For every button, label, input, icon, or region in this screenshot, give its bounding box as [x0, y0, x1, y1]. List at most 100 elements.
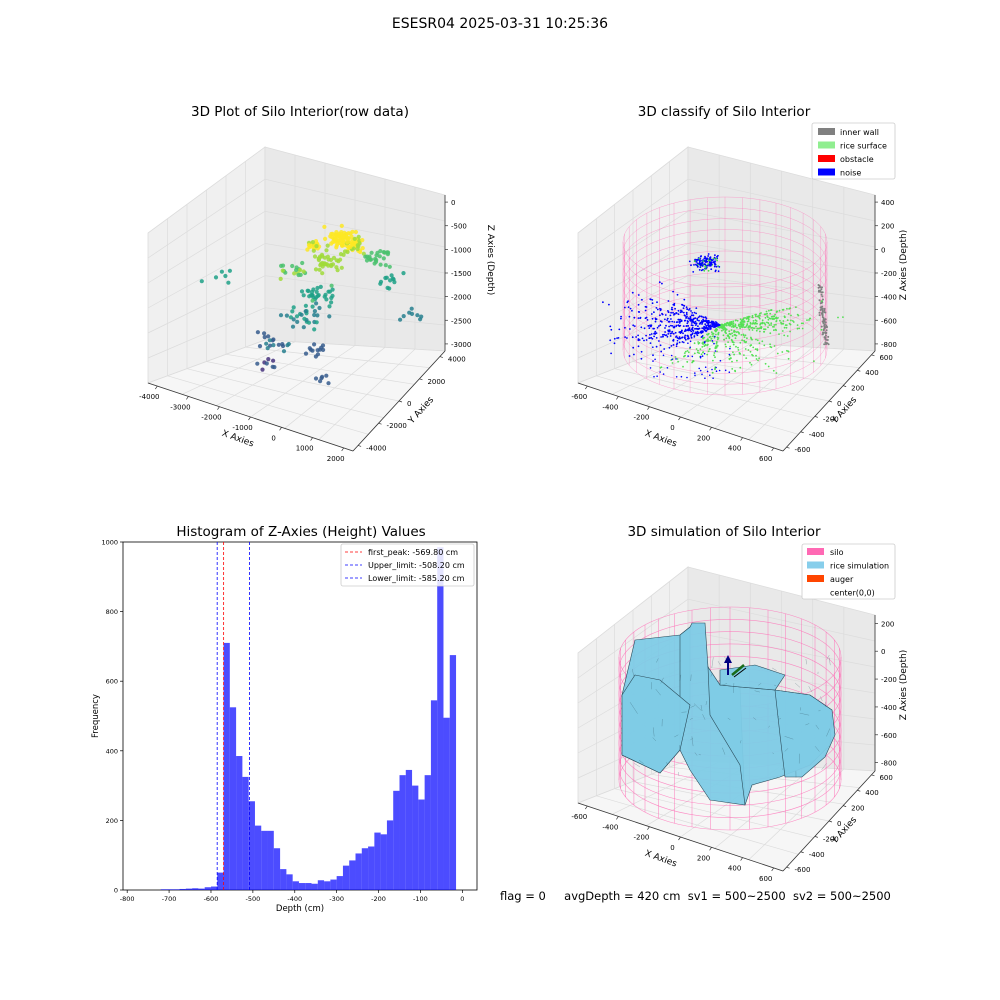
- noise-point: [666, 319, 668, 321]
- noise-point: [649, 324, 651, 327]
- rice-surface-point: [754, 348, 757, 350]
- noise-point: [661, 336, 664, 338]
- mesh-line: [754, 690, 760, 693]
- rice-surface-point: [674, 356, 677, 358]
- noise-point: [670, 311, 672, 314]
- y-tick-label: 400: [106, 747, 118, 755]
- legend-swatch: [818, 155, 835, 162]
- rice-surface-point: [703, 336, 706, 339]
- data-point: [325, 243, 330, 248]
- data-point: [356, 234, 361, 239]
- data-point: [267, 338, 272, 343]
- rice-surface-point: [732, 343, 735, 346]
- inner-wall-point: [820, 293, 823, 296]
- noise-point: [657, 325, 660, 327]
- noise-point: [661, 321, 663, 323]
- rice-surface-point: [732, 320, 735, 323]
- rice-surface-point: [789, 307, 791, 310]
- noise-point: [682, 325, 685, 327]
- x-tick: [585, 385, 588, 390]
- noise-point: [672, 338, 675, 341]
- grid-line: [318, 348, 416, 440]
- data-point: [281, 349, 287, 354]
- mesh-line: [690, 738, 693, 740]
- y-tick: [814, 416, 818, 418]
- noise-point: [667, 320, 670, 323]
- noise-point: [717, 270, 720, 273]
- noise-point: [687, 329, 690, 332]
- noise-point: [609, 339, 612, 342]
- noise-point: [686, 322, 689, 325]
- data-point: [324, 248, 329, 253]
- inner-wall-point: [821, 308, 824, 311]
- mesh-line: [656, 658, 659, 663]
- rice-surface-point: [731, 326, 733, 328]
- noise-point: [694, 258, 696, 261]
- rice-surface-point: [764, 328, 766, 331]
- noise-point: [672, 344, 675, 346]
- rice-surface-point: [728, 330, 731, 333]
- rice-surface-point: [739, 327, 741, 330]
- grid-line: [577, 178, 689, 259]
- histogram-bar: [361, 848, 369, 890]
- noise-point: [685, 306, 688, 309]
- legend-label: auger: [830, 575, 854, 584]
- noise-point: [705, 261, 707, 264]
- noise-point: [670, 354, 673, 357]
- data-point: [409, 311, 415, 316]
- noise-point: [700, 269, 703, 272]
- histogram-bar: [399, 775, 406, 890]
- inner-wall-point: [820, 288, 823, 291]
- rice-surface-point: [759, 330, 761, 333]
- noise-point: [633, 325, 636, 327]
- data-point: [398, 317, 403, 322]
- rice-surface-point: [744, 317, 746, 319]
- noise-point: [679, 311, 682, 314]
- data-point: [310, 298, 315, 303]
- axis-ticks: -600-400-2000200400600-600-400-200020040…: [571, 620, 897, 883]
- rice-surface-point: [734, 369, 736, 372]
- noise-point: [709, 328, 712, 330]
- inner-wall-point: [821, 320, 824, 323]
- mesh-line: [632, 668, 634, 676]
- data-point: [352, 236, 357, 241]
- noise-point: [690, 322, 693, 324]
- inner-wall-point: [827, 343, 830, 346]
- inner-wall-point: [823, 311, 826, 314]
- rice-surface-point: [763, 322, 766, 324]
- noise-point: [698, 262, 700, 265]
- mesh-line: [768, 725, 770, 728]
- data-point: [378, 249, 383, 254]
- noise-point: [685, 311, 688, 314]
- x-tick-label: 200: [697, 434, 710, 442]
- x-tick: [248, 416, 251, 421]
- rice-surface-point: [682, 365, 684, 368]
- noise-point: [696, 319, 699, 321]
- rice-surface-point: [749, 344, 752, 347]
- rice-surface-point: [752, 320, 755, 322]
- rice-surface-point: [789, 323, 792, 326]
- noise-point: [665, 324, 667, 327]
- rice-surface-point: [734, 337, 737, 340]
- noise-point: [679, 320, 682, 323]
- noise-point: [645, 334, 647, 337]
- noise-point: [705, 324, 708, 327]
- noise-point: [698, 260, 701, 263]
- data-point: [319, 252, 325, 257]
- z-tick-label: -200: [881, 270, 897, 278]
- noise-point: [706, 370, 709, 373]
- rice-surface-point: [758, 342, 761, 345]
- noise-point: [690, 310, 692, 312]
- mesh-line: [826, 655, 830, 660]
- rice-surface-point: [732, 351, 734, 354]
- noise-point: [683, 304, 685, 307]
- z-tick-label: -1500: [451, 270, 471, 278]
- mesh-line: [814, 746, 820, 752]
- rice-surface-point: [763, 344, 766, 347]
- rice-surface-point: [684, 354, 686, 357]
- data-point: [312, 327, 317, 332]
- data-point: [334, 258, 339, 263]
- noise-point: [668, 325, 670, 328]
- legend-swatch: [807, 548, 824, 555]
- rice-surface-point: [785, 326, 788, 329]
